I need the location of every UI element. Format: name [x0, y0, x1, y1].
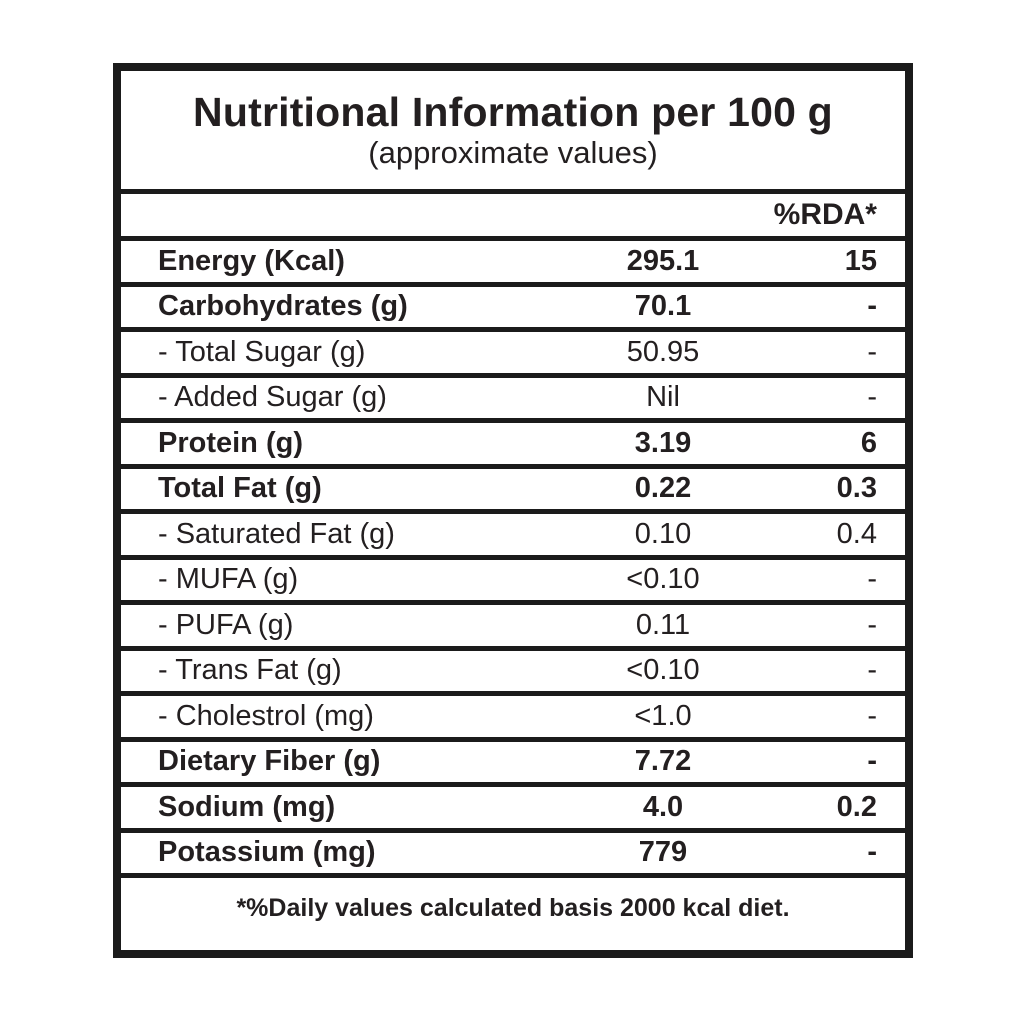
nutrient-rda: 0.4 [836, 517, 877, 550]
nutrient-label: - Trans Fat (g) [158, 654, 342, 687]
table-title-block: Nutritional Information per 100 g (appro… [121, 71, 905, 194]
table-row: - PUFA (g) 0.11 - [121, 605, 905, 651]
nutrient-rda: - [867, 836, 877, 869]
nutrient-label: - PUFA (g) [158, 608, 294, 641]
nutrient-rda: - [867, 290, 877, 323]
nutrient-rda: 0.2 [836, 790, 877, 823]
table-row: Sodium (mg) 4.0 0.2 [121, 787, 905, 833]
nutrient-label: - Saturated Fat (g) [158, 517, 395, 550]
table-row: Potassium (mg) 779 - [121, 833, 905, 878]
nutrient-value: 50.95 [626, 335, 700, 368]
nutrient-value: <0.10 [626, 654, 700, 687]
table-row: Dietary Fiber (g) 7.72 - [121, 742, 905, 787]
nutrient-value: 7.72 [634, 745, 692, 778]
table-row: Carbohydrates (g) 70.1 - [121, 287, 905, 332]
nutrient-value: 779 [638, 836, 688, 869]
table-row: Protein (g) 3.19 6 [121, 423, 905, 469]
table-subtitle: (approximate values) [368, 134, 658, 170]
nutrient-label: Carbohydrates (g) [158, 290, 408, 323]
table-row: Total Fat (g) 0.22 0.3 [121, 469, 905, 514]
nutrition-facts-table: Nutritional Information per 100 g (appro… [113, 63, 913, 958]
nutrient-value: <1.0 [634, 699, 692, 732]
nutrient-label: Energy (Kcal) [158, 244, 345, 277]
nutrient-rda: 0.3 [836, 472, 877, 505]
nutrient-value: <0.10 [626, 563, 700, 596]
nutrient-label: Sodium (mg) [158, 790, 336, 823]
table-row: - Cholestrol (mg) <1.0 - [121, 696, 905, 742]
nutrient-value: 3.19 [634, 426, 692, 459]
nutrient-rda: - [867, 654, 877, 687]
rda-column-header: %RDA* [773, 198, 877, 231]
nutrient-value: 4.0 [642, 790, 684, 823]
table-footnote: *%Daily values calculated basis 2000 kca… [236, 893, 790, 922]
table-header-row: %RDA* [121, 194, 905, 241]
nutrient-rda: - [867, 745, 877, 778]
table-row: - Saturated Fat (g) 0.10 0.4 [121, 514, 905, 560]
table-row: - Trans Fat (g) <0.10 - [121, 651, 905, 696]
nutrient-value: Nil [646, 381, 680, 414]
nutrient-value: 0.11 [635, 608, 691, 641]
nutrient-label: - Added Sugar (g) [158, 381, 387, 414]
nutrient-value: 70.1 [634, 290, 692, 323]
nutrient-value: 0.22 [634, 472, 692, 505]
table-rows: Energy (Kcal) 295.1 15 Carbohydrates (g) 70.… [121, 241, 905, 878]
nutrient-value: 0.10 [634, 517, 692, 550]
nutrient-rda: - [867, 563, 877, 596]
nutrient-rda: - [867, 381, 877, 414]
nutrient-value: 295.1 [626, 244, 700, 277]
nutrient-label: Protein (g) [158, 426, 303, 459]
table-title: Nutritional Information per 100 g [193, 88, 833, 135]
nutrient-label: - Total Sugar (g) [158, 335, 366, 368]
nutrient-rda: - [867, 608, 877, 641]
table-row: Energy (Kcal) 295.1 15 [121, 241, 905, 287]
nutrient-label: Potassium (mg) [158, 836, 376, 869]
nutrient-label: - MUFA (g) [158, 563, 299, 596]
table-row: - MUFA (g) <0.10 - [121, 560, 905, 605]
nutrient-label: - Cholestrol (mg) [158, 699, 374, 732]
table-row: - Total Sugar (g) 50.95 - [121, 332, 905, 378]
table-row: - Added Sugar (g) Nil - [121, 378, 905, 423]
nutrient-rda: 6 [860, 426, 877, 459]
nutrient-label: Total Fat (g) [158, 472, 322, 505]
nutrient-label: Dietary Fiber (g) [158, 745, 381, 778]
nutrient-rda: 15 [844, 244, 877, 277]
nutrient-rda: - [867, 699, 877, 732]
nutrient-rda: - [867, 335, 877, 368]
